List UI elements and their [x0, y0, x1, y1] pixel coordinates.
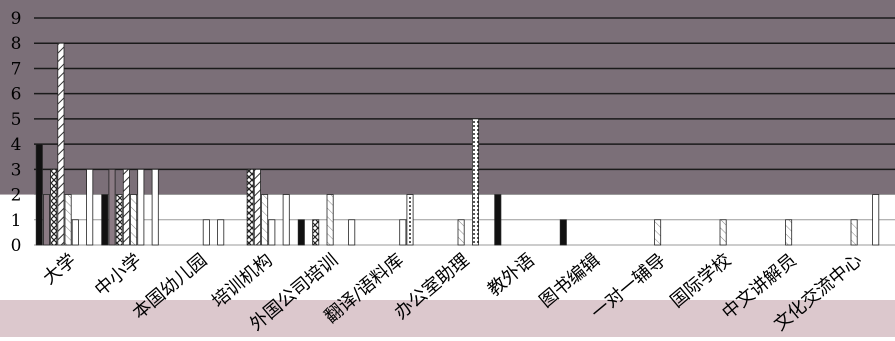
bar: [261, 194, 269, 246]
bar: [217, 219, 225, 246]
bar: [57, 42, 65, 246]
lower-band: [0, 300, 895, 337]
y-tick-label: 3: [11, 160, 22, 180]
bar: [35, 143, 43, 246]
bar: [71, 219, 79, 246]
bar: [50, 168, 58, 246]
bar: [122, 168, 130, 246]
bar: [719, 219, 727, 246]
bar: [43, 194, 51, 246]
bar: [137, 168, 145, 246]
bar: [115, 194, 123, 246]
bar: [654, 219, 662, 246]
bar: [312, 219, 320, 246]
y-tick-label: 6: [11, 85, 22, 105]
bar: [457, 219, 465, 246]
bar: [785, 219, 793, 246]
bar: [253, 168, 261, 246]
bar: [872, 194, 880, 246]
bar: [108, 168, 116, 246]
y-tick-label: 1: [11, 211, 22, 231]
y-tick-label: 9: [11, 9, 22, 29]
bar: [64, 194, 72, 246]
bar: [101, 194, 109, 246]
y-tick-label: 7: [11, 59, 22, 79]
bar: [348, 219, 356, 246]
plot-background: [0, 0, 895, 195]
bar: [282, 194, 290, 246]
bar: [130, 194, 138, 246]
bar: [246, 168, 254, 246]
bar: [471, 118, 479, 246]
y-tick-label: 8: [11, 34, 22, 54]
bar: [494, 194, 502, 246]
y-tick-label: 4: [11, 135, 22, 155]
y-tick-label: 0: [11, 236, 22, 256]
bar: [326, 194, 334, 246]
bar: [202, 219, 210, 246]
bar: [86, 168, 94, 246]
y-tick-label: 2: [11, 186, 22, 206]
bar: [850, 219, 858, 246]
bar: [268, 219, 276, 246]
bar: [406, 194, 414, 246]
bar: [297, 219, 305, 246]
y-tick-label: 5: [11, 110, 22, 130]
bar: [151, 168, 159, 246]
bar: [399, 219, 407, 246]
bar: [559, 219, 567, 246]
